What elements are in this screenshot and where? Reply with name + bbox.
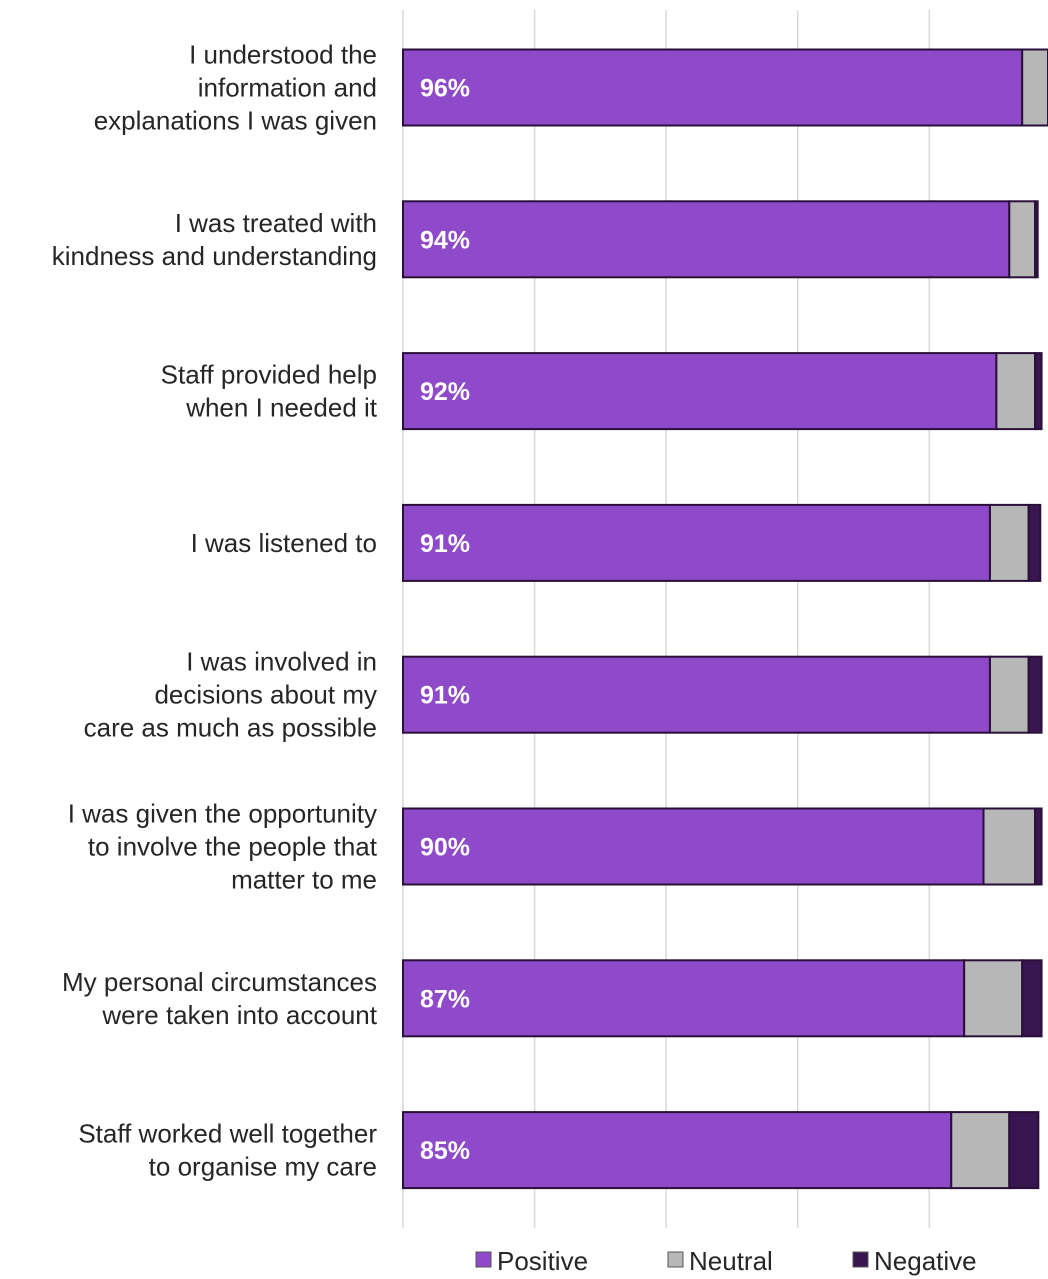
data-label-6: 87% bbox=[420, 985, 470, 1013]
category-label-line: I was treated with bbox=[175, 208, 377, 238]
category-label-line: were taken into account bbox=[101, 1000, 377, 1030]
category-label-line: when I needed it bbox=[185, 393, 378, 423]
data-label-3: 91% bbox=[420, 530, 470, 558]
bar-neutral-5 bbox=[982, 807, 1037, 886]
category-label-line: Staff worked well together bbox=[78, 1119, 377, 1149]
category-label-line: I was involved in bbox=[186, 647, 377, 677]
bar-negative-5 bbox=[1034, 807, 1043, 886]
bar-positive-6 bbox=[402, 959, 966, 1038]
bar-positive-0 bbox=[402, 48, 1024, 127]
category-label-line: I was listened to bbox=[191, 528, 377, 558]
category-label-2: Staff provided help when I needed it bbox=[161, 360, 378, 423]
category-label-line: information and bbox=[198, 73, 377, 103]
category-label-line: care as much as possible bbox=[84, 713, 377, 743]
bars bbox=[402, 48, 1048, 1190]
category-label-7: Staff worked well together to organise my… bbox=[78, 1119, 377, 1182]
bar-negative-4 bbox=[1027, 655, 1043, 734]
bar-neutral-2 bbox=[995, 352, 1037, 431]
bar-neutral-0 bbox=[1021, 48, 1048, 127]
legend-swatch-positive bbox=[475, 1251, 492, 1268]
bar-positive-1 bbox=[402, 200, 1011, 279]
category-label-line: explanations I was given bbox=[94, 106, 377, 136]
bar-positive-4 bbox=[402, 655, 991, 734]
category-label-5: I was given the opportunity to involve th… bbox=[68, 799, 378, 895]
category-label-line: to organise my care bbox=[149, 1152, 377, 1182]
category-label-line: I was given the opportunity bbox=[68, 799, 377, 829]
gridlines bbox=[402, 10, 931, 1228]
category-label-0: I understood the information and explanati… bbox=[94, 40, 377, 136]
data-label-1: 94% bbox=[420, 226, 470, 254]
bar-neutral-7 bbox=[950, 1111, 1011, 1190]
category-label-line: matter to me bbox=[231, 865, 377, 895]
bar-neutral-1 bbox=[1008, 200, 1037, 279]
category-labels: I understood the information and explanati… bbox=[52, 40, 378, 1182]
category-label-6: My personal circumstances were taken into… bbox=[62, 967, 378, 1030]
bar-negative-1 bbox=[1034, 200, 1039, 279]
category-label-line: decisions about my bbox=[154, 680, 377, 710]
category-label-line: My personal circumstances bbox=[62, 967, 377, 997]
category-label-line: Staff provided help bbox=[161, 360, 377, 390]
data-labels: 96% 94% 92% 91% 91% 90% 87% 85% bbox=[420, 75, 470, 1166]
category-label-1: I was treated with kindness and understan… bbox=[52, 208, 377, 271]
category-label-3: I was listened to bbox=[191, 528, 377, 558]
data-label-4: 91% bbox=[420, 682, 470, 710]
category-label-4: I was involved in decisions about my care … bbox=[84, 647, 377, 743]
data-label-5: 90% bbox=[420, 834, 470, 862]
legend-label-positive: Positive bbox=[497, 1246, 588, 1276]
category-label-line: to involve the people that bbox=[88, 832, 378, 862]
bar-positive-3 bbox=[402, 503, 991, 582]
bar-negative-2 bbox=[1034, 352, 1043, 431]
category-label-line: kindness and understanding bbox=[52, 241, 377, 271]
bar-positive-2 bbox=[402, 352, 998, 431]
data-label-2: 92% bbox=[420, 378, 470, 406]
legend-label-negative: Negative bbox=[874, 1246, 977, 1276]
bar-negative-3 bbox=[1027, 503, 1042, 582]
bar-negative-6 bbox=[1021, 959, 1043, 1038]
bar-neutral-4 bbox=[988, 655, 1030, 734]
category-label-line: I understood the bbox=[189, 40, 377, 70]
legend-swatch-negative bbox=[852, 1251, 869, 1268]
legend: Positive Neutral Negative bbox=[475, 1246, 977, 1276]
legend-swatch-neutral bbox=[667, 1251, 684, 1268]
bar-positive-5 bbox=[402, 807, 985, 886]
data-label-0: 96% bbox=[420, 75, 470, 103]
bar-positive-7 bbox=[402, 1111, 953, 1190]
bar-neutral-6 bbox=[963, 959, 1024, 1038]
data-label-7: 85% bbox=[420, 1137, 470, 1165]
legend-label-neutral: Neutral bbox=[689, 1246, 773, 1276]
bar-neutral-3 bbox=[988, 503, 1030, 582]
bar-negative-7 bbox=[1008, 1111, 1040, 1190]
